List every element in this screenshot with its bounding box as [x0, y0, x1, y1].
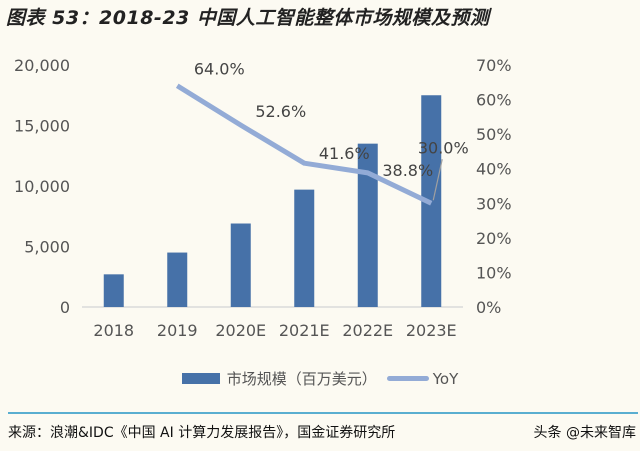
legend-bar-swatch — [181, 373, 220, 384]
y-right-tick-label: 10% — [476, 263, 512, 282]
legend-line-swatch — [386, 376, 429, 381]
legend: 市场规模（百万美元） YoY — [0, 368, 640, 389]
watermark: 头条 @未来智库 — [533, 425, 636, 441]
y-left-tick-label: 10,000 — [14, 177, 70, 196]
source-note: 来源：浪潮&IDC《中国 AI 计算力发展报告》，国金证券研究所 — [8, 425, 396, 441]
yoy-data-label: 41.6% — [319, 144, 370, 163]
y-left-tick-label: 15,000 — [14, 117, 70, 136]
x-tick-label: 2018 — [93, 321, 134, 340]
x-tick-label: 2020E — [215, 321, 266, 340]
divider — [8, 412, 638, 414]
y-right-tick-label: 50% — [476, 125, 512, 144]
y-left-tick-label: 20,000 — [14, 56, 70, 75]
bar-2022E — [357, 143, 378, 307]
y-left-tick-label: 0 — [60, 298, 70, 317]
bar-2018 — [103, 274, 124, 307]
y-right-tick-label: 0% — [476, 298, 501, 317]
y-right-tick-label: 20% — [476, 229, 512, 248]
x-tick-label: 2023E — [406, 321, 457, 340]
chart: 0 5,000 10,000 15,000 20,000 0% 10% 20% 30% 40% 50… — [14, 56, 512, 340]
yoy-data-label: 52.6% — [255, 102, 306, 121]
bar-2021E — [294, 189, 315, 307]
data-label-leader — [432, 159, 443, 201]
legend-line-label: YoY — [432, 369, 459, 388]
yoy-data-label: 30.0% — [418, 138, 469, 157]
y-right-tick-label: 40% — [476, 160, 512, 179]
x-tick-label: 2022E — [342, 321, 393, 340]
bar-2020E — [230, 223, 251, 307]
yoy-line — [175, 83, 433, 206]
bar-2019 — [167, 252, 188, 307]
y-left-tick-label: 5,000 — [24, 238, 70, 257]
yoy-data-label: 64.0% — [194, 60, 245, 79]
footer: 来源：浪潮&IDC《中国 AI 计算力发展报告》，国金证券研究所 头条 @未来智… — [8, 422, 636, 442]
legend-bar-label: 市场规模（百万美元） — [226, 370, 377, 388]
y-right-tick-label: 60% — [476, 91, 512, 110]
y-right-tick-label: 70% — [476, 56, 512, 75]
y-right-tick-label: 30% — [476, 194, 512, 213]
chart-title: 图表 53：2018-23 中国人工智能整体市场规模及预测 — [6, 7, 490, 29]
yoy-data-label: 38.8% — [382, 161, 433, 180]
x-tick-label: 2021E — [279, 321, 330, 340]
x-tick-label: 2019 — [157, 321, 198, 340]
